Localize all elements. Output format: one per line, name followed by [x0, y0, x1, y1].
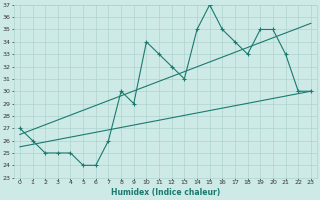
X-axis label: Humidex (Indice chaleur): Humidex (Indice chaleur) [111, 188, 220, 197]
